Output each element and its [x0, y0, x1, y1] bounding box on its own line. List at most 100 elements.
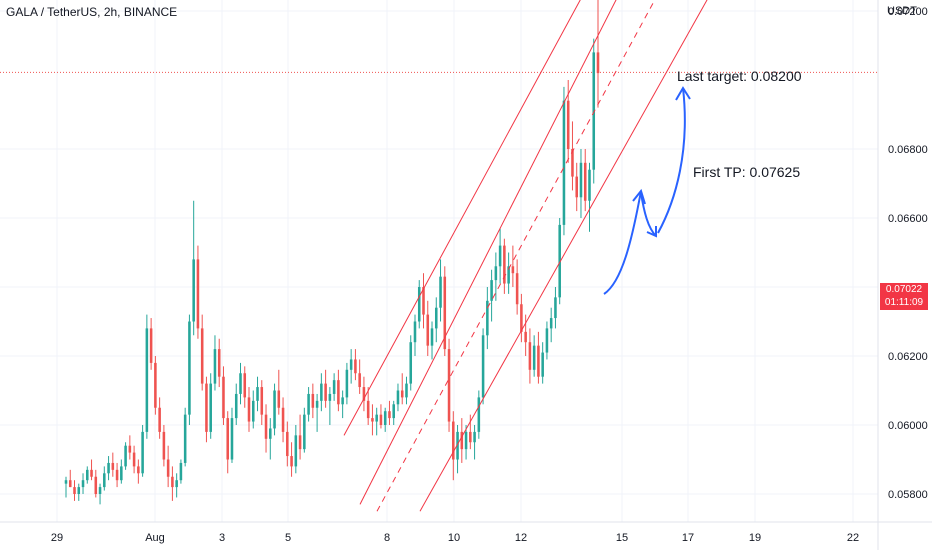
candle-body — [90, 469, 93, 477]
candle-body — [243, 373, 247, 398]
candle-body — [273, 390, 276, 429]
candle-body — [575, 176, 578, 198]
candle-body — [379, 414, 383, 425]
candle-body — [256, 387, 259, 401]
candle-body — [68, 480, 72, 488]
candle-body — [77, 487, 81, 494]
candle-body — [183, 414, 187, 463]
candle-body — [515, 273, 519, 305]
x-tick-label: Aug — [145, 532, 165, 544]
candle-body — [107, 462, 110, 474]
arrowhead-up-1 — [632, 188, 646, 205]
candle-body — [532, 345, 536, 370]
candle-body — [120, 466, 123, 481]
candle-body — [171, 476, 174, 488]
candle-body — [226, 418, 230, 460]
candle-body — [158, 407, 161, 432]
candle-body — [103, 473, 106, 488]
candle-body — [571, 149, 574, 177]
candle-body — [545, 328, 549, 353]
candle-body — [260, 387, 264, 415]
channel-line — [376, 0, 656, 512]
candle-body — [388, 411, 391, 419]
candle-body — [247, 397, 251, 422]
candle-body — [192, 259, 195, 322]
candle-body — [320, 383, 323, 401]
candle-body — [447, 349, 451, 422]
currency-label: USDT — [887, 5, 917, 17]
candle-body — [162, 431, 166, 460]
candle-body — [290, 456, 293, 467]
candle-body — [486, 300, 489, 336]
candle-body — [452, 421, 455, 460]
candle-body — [81, 480, 85, 488]
candle-body — [239, 373, 242, 394]
candle-body — [579, 162, 583, 198]
candle-body — [349, 359, 353, 370]
candle-body — [234, 393, 238, 419]
candle-body — [205, 383, 208, 432]
candle-body — [141, 431, 144, 474]
candle-body — [520, 304, 523, 332]
candle-body — [281, 407, 285, 432]
projection-arrow-up-1 — [603, 190, 642, 295]
y-tick-label: 0.06800 — [888, 144, 928, 156]
candle-body — [375, 414, 378, 422]
x-tick-label: 29 — [51, 532, 63, 544]
y-tick-label: 0.06200 — [888, 351, 928, 363]
candle-body — [166, 459, 170, 477]
candle-body — [222, 376, 225, 419]
candle-body — [498, 245, 502, 267]
candle-body — [294, 435, 298, 467]
arrowhead-up-2 — [675, 86, 691, 101]
candle-body — [417, 287, 421, 322]
candle-body — [422, 287, 425, 315]
candle-body — [409, 342, 413, 384]
candle-body — [460, 431, 464, 450]
candle-body — [430, 328, 434, 346]
chart-title: GALA / TetherUS, 2h, BINANCE — [6, 5, 178, 19]
candle-body — [464, 431, 468, 450]
candle-body — [549, 318, 553, 329]
candle-body — [434, 307, 438, 329]
candle-body — [286, 431, 289, 457]
y-tick-label: 0.05800 — [888, 489, 928, 501]
candle-body — [303, 414, 306, 450]
first-tp-label: First TP: 0.07625 — [693, 164, 801, 180]
candle-body — [558, 224, 561, 298]
candle-body — [524, 331, 527, 343]
candle-body — [86, 469, 89, 481]
candle-body — [337, 380, 340, 405]
candle-body — [528, 342, 532, 370]
projection-arrow-up-2 — [657, 87, 686, 234]
candle-body — [277, 390, 281, 408]
candle-body — [94, 476, 98, 494]
last-target-label: Last target: 0.08200 — [677, 68, 802, 84]
candle-body — [507, 266, 510, 284]
candle-body — [196, 259, 200, 329]
candle-body — [537, 345, 540, 377]
candle-body — [315, 400, 319, 408]
x-tick-label: 17 — [682, 532, 694, 544]
last-price-badge: 0.07022 — [880, 283, 928, 297]
channel-line — [359, 0, 617, 505]
candle-body — [583, 162, 587, 201]
x-tick-label: 15 — [616, 532, 628, 544]
x-tick-label: 8 — [384, 532, 390, 544]
candle-body — [405, 383, 408, 398]
x-tick-label: 3 — [219, 532, 225, 544]
candle-body — [332, 380, 336, 394]
x-tick-label: 12 — [515, 532, 527, 544]
candle-body — [566, 100, 570, 149]
x-tick-label: 19 — [749, 532, 761, 544]
candle-body — [443, 276, 447, 350]
candle-body — [358, 373, 361, 388]
y-tick-label: 0.07200 — [888, 6, 928, 18]
x-tick-label: 22 — [847, 532, 859, 544]
candle-body — [251, 400, 255, 422]
candle-body — [188, 321, 191, 415]
y-tick-label: 0.06600 — [888, 213, 928, 225]
candle-body — [413, 321, 417, 343]
candle-body — [341, 397, 344, 405]
